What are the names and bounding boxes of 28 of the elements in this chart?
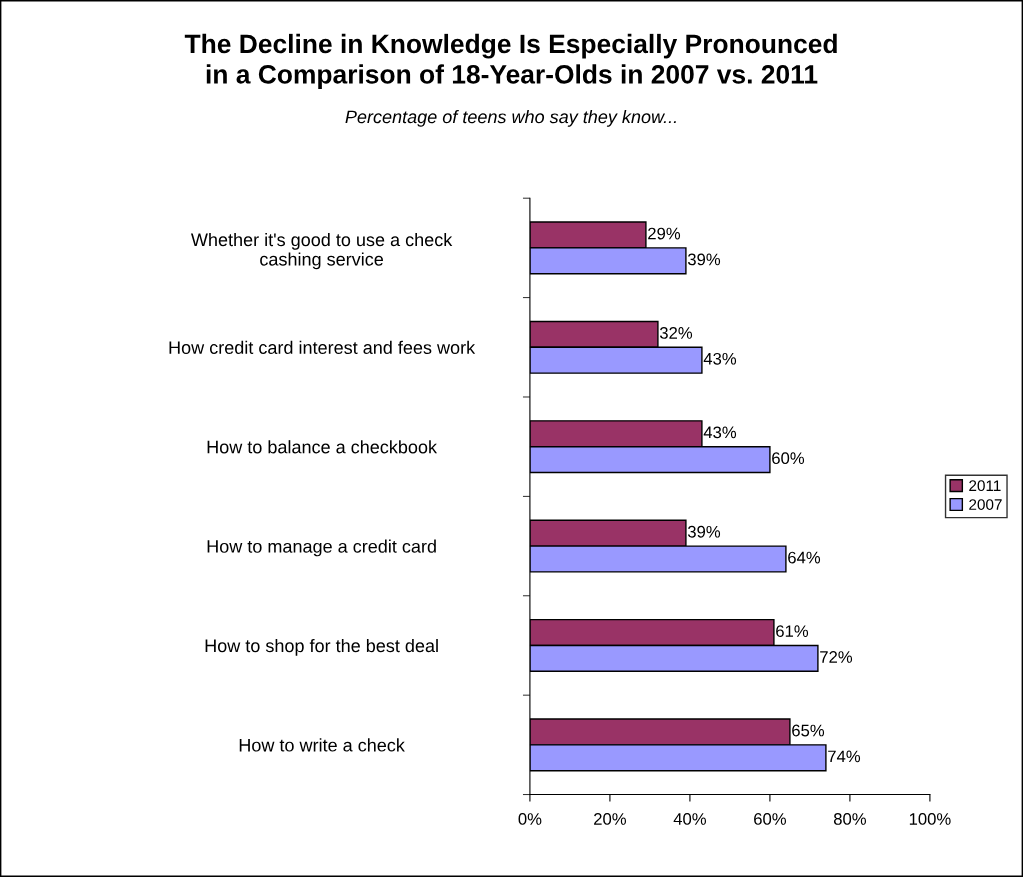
data-label: 29% — [648, 227, 681, 240]
x-tick-label: 100% — [909, 813, 951, 825]
data-label: 43% — [703, 352, 737, 365]
data-label: 61% — [776, 625, 809, 638]
data-label: 43% — [703, 426, 737, 439]
y-tick-label: Whether it's good to use a check cashing service — [190, 232, 453, 270]
data-label: 64% — [788, 551, 821, 564]
data-label: 39% — [687, 525, 721, 538]
y-tick-label: How to manage a credit card — [207, 539, 436, 557]
data-label: 39% — [687, 253, 721, 266]
chart-subtitle: Percentage of teens who say they know... — [345, 109, 676, 127]
x-tick-label: 0% — [518, 813, 542, 825]
y-tick-label: How to shop for the best deal — [205, 638, 438, 656]
x-tick-label: 20% — [594, 813, 626, 825]
data-label: 32% — [659, 327, 693, 339]
legend-label: 2011 — [969, 480, 1001, 492]
y-tick-label: How to balance a checkbook — [207, 440, 438, 454]
chart-title: The Decline in Knowledge Is Especially Pronounced in a Comparison of 18-Year-Olds in 2007 vs. 2011 — [184, 33, 837, 89]
y-tick-label: How credit card interest and fees work — [169, 340, 476, 355]
data-label: 60% — [772, 452, 805, 465]
legend-label: 2007 — [969, 499, 1002, 510]
x-tick-label: 40% — [673, 813, 706, 825]
data-label: 65% — [792, 724, 825, 737]
y-tick-label: How to write a check — [239, 738, 405, 752]
data-label: 74% — [828, 750, 861, 763]
x-tick-label: 80% — [833, 813, 866, 825]
x-tick-label: 60% — [754, 813, 786, 825]
data-label: 72% — [820, 651, 853, 663]
